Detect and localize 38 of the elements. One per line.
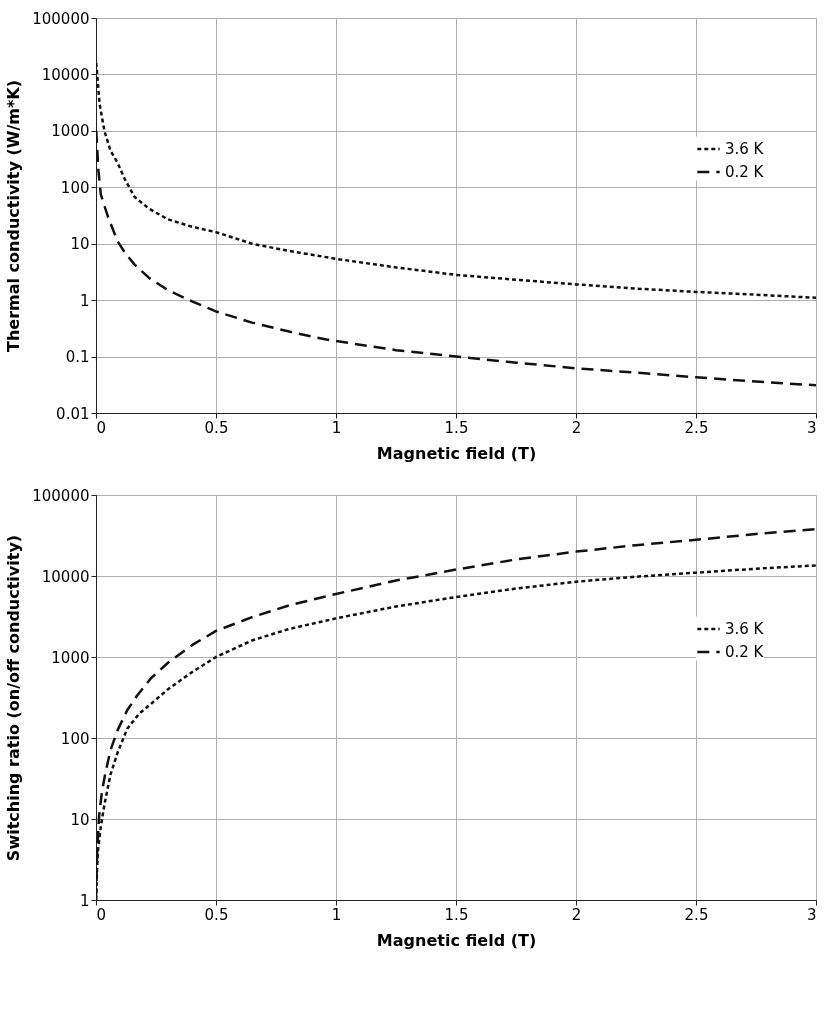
x-axis-title: Magnetic field (T): [376, 930, 537, 950]
legend-label: 0.2 K: [725, 163, 765, 181]
x-tick-label: 0.5: [204, 418, 229, 437]
x-tick-label: 0.5: [204, 905, 229, 924]
y-tick-label: 10000: [41, 567, 90, 586]
x-tick-label: 1: [331, 418, 342, 437]
y-tick-label: 1: [79, 891, 90, 910]
line-series: [96, 129, 816, 387]
y-tick-label: 1000: [51, 648, 90, 667]
y-tick-label: 10: [70, 235, 90, 254]
y-tick-label: 0.1: [65, 348, 90, 367]
y-tick-label: 0.01: [56, 404, 90, 423]
x-tick-label: 3: [806, 418, 817, 437]
x-tick-label: 0: [96, 418, 107, 437]
line-series: [96, 61, 816, 300]
y-tick-label: 100000: [32, 486, 90, 505]
legend-label: 3.6 K: [725, 620, 765, 638]
x-tick-label: 0: [96, 905, 107, 924]
x-tick-label: 2: [571, 905, 582, 924]
y-axis-title: Switching ratio (on/off conductivity): [4, 534, 24, 862]
x-axis-title: Magnetic field (T): [376, 443, 537, 463]
x-tick-label: 1: [331, 905, 342, 924]
x-tick-label: 2: [571, 418, 582, 437]
y-tick-label: 10: [70, 810, 90, 829]
x-tick-label: 1.5: [444, 905, 469, 924]
y-tick-label: 100: [60, 729, 90, 748]
y-axis-title: Thermal conductivity (W/m*K): [4, 79, 24, 353]
y-tick-label: 100: [60, 178, 90, 197]
y-tick-label: 10000: [41, 65, 90, 84]
y-tick-label: 100000: [32, 9, 90, 28]
legend-label: 3.6 K: [725, 140, 765, 158]
x-tick-label: 2.5: [684, 905, 709, 924]
y-tick-label: 1: [79, 291, 90, 310]
y-tick-label: 1000: [51, 122, 90, 141]
x-tick-label: 2.5: [684, 418, 709, 437]
legend-label: 0.2 K: [725, 643, 765, 661]
x-tick-label: 3: [806, 905, 817, 924]
x-tick-label: 1.5: [444, 418, 469, 437]
